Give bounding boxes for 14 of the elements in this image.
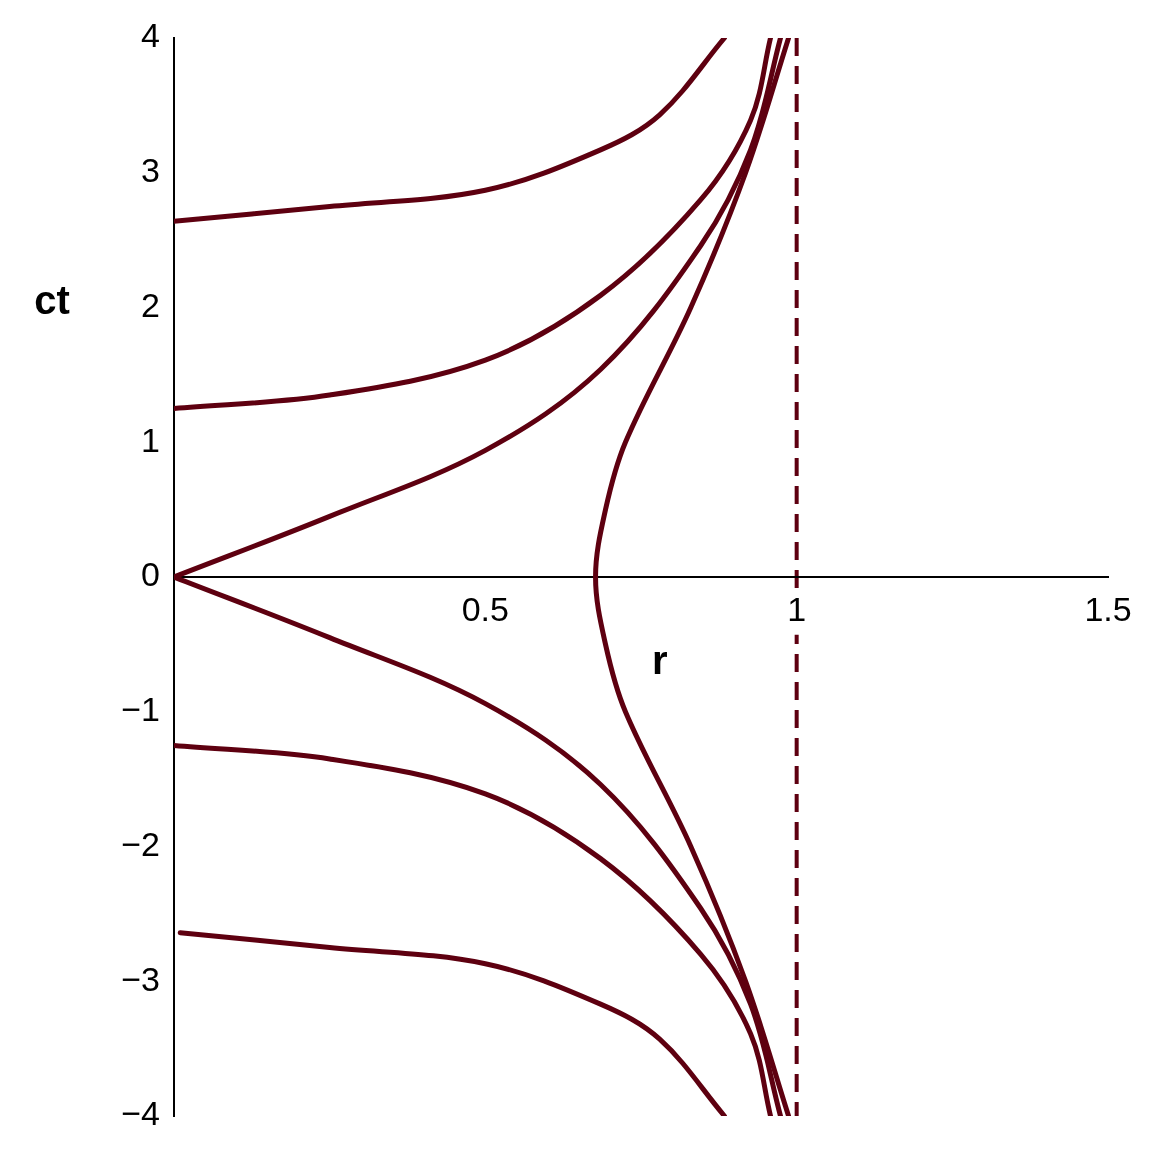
y-tick-label: 1 (141, 420, 160, 459)
y-tick-label: −3 (121, 959, 160, 998)
x-tick-label: 1 (787, 589, 807, 628)
x-axis-title: r (651, 638, 668, 683)
y-tick-label: 0 (141, 555, 160, 594)
y-tick-label: −4 (121, 1094, 160, 1133)
y-tick-label: 4 (141, 16, 160, 55)
x-tick-label: 1.5 (1084, 589, 1132, 628)
y-axis-title: ct (34, 277, 70, 322)
y-tick-label: −2 (121, 824, 160, 863)
x-tick-label: 0.5 (461, 589, 509, 628)
y-tick-label: −1 (121, 690, 160, 729)
y-tick-label: 3 (141, 151, 160, 190)
y-tick-label: 2 (141, 285, 160, 324)
